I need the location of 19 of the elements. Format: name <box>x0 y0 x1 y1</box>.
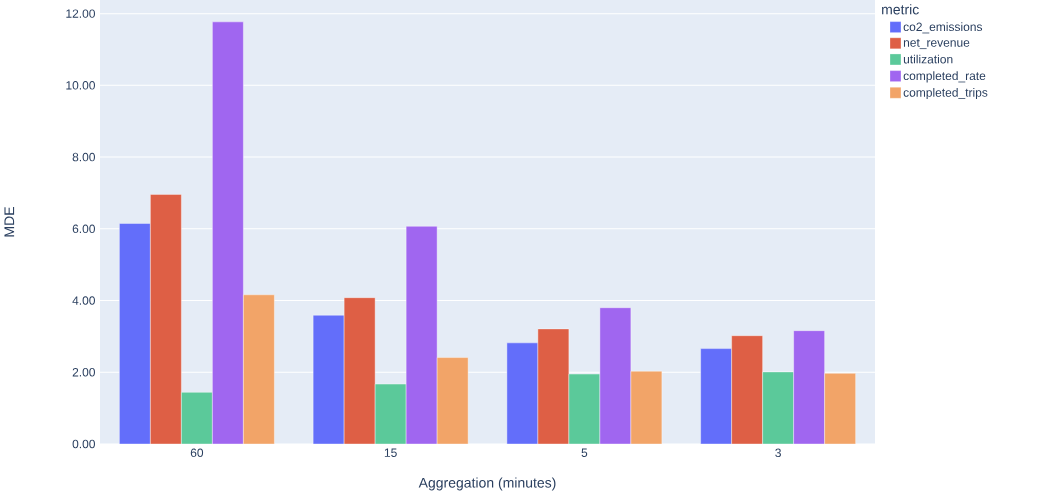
y-tick-label: 12.00 <box>66 9 95 18</box>
y-tick-label: 4.00 <box>72 296 95 305</box>
x-tick-label: 5 <box>581 448 588 457</box>
legend-label: utilization <box>903 54 953 64</box>
legend-title: metric <box>882 4 919 15</box>
x-tick-label: 60 <box>190 448 204 458</box>
legend-label: completed_rate <box>903 71 986 83</box>
y-axis-title: MDE <box>4 207 15 237</box>
legend-label: completed_trips <box>903 87 988 100</box>
y-tick-label: 2.00 <box>72 368 95 377</box>
x-tick-label: 15 <box>384 448 397 457</box>
x-axis-title: Aggregation (minutes) <box>418 477 556 491</box>
y-tick-label: 0.00 <box>72 439 95 449</box>
y-tick-label: 10.00 <box>66 81 95 90</box>
y-tick-label: 8.00 <box>72 152 95 162</box>
legend-label: co2_emissions <box>903 22 983 34</box>
x-tick-label: 3 <box>775 448 781 458</box>
y-tick-label: 6.00 <box>72 224 95 234</box>
legend-label: net_revenue <box>903 38 970 50</box>
